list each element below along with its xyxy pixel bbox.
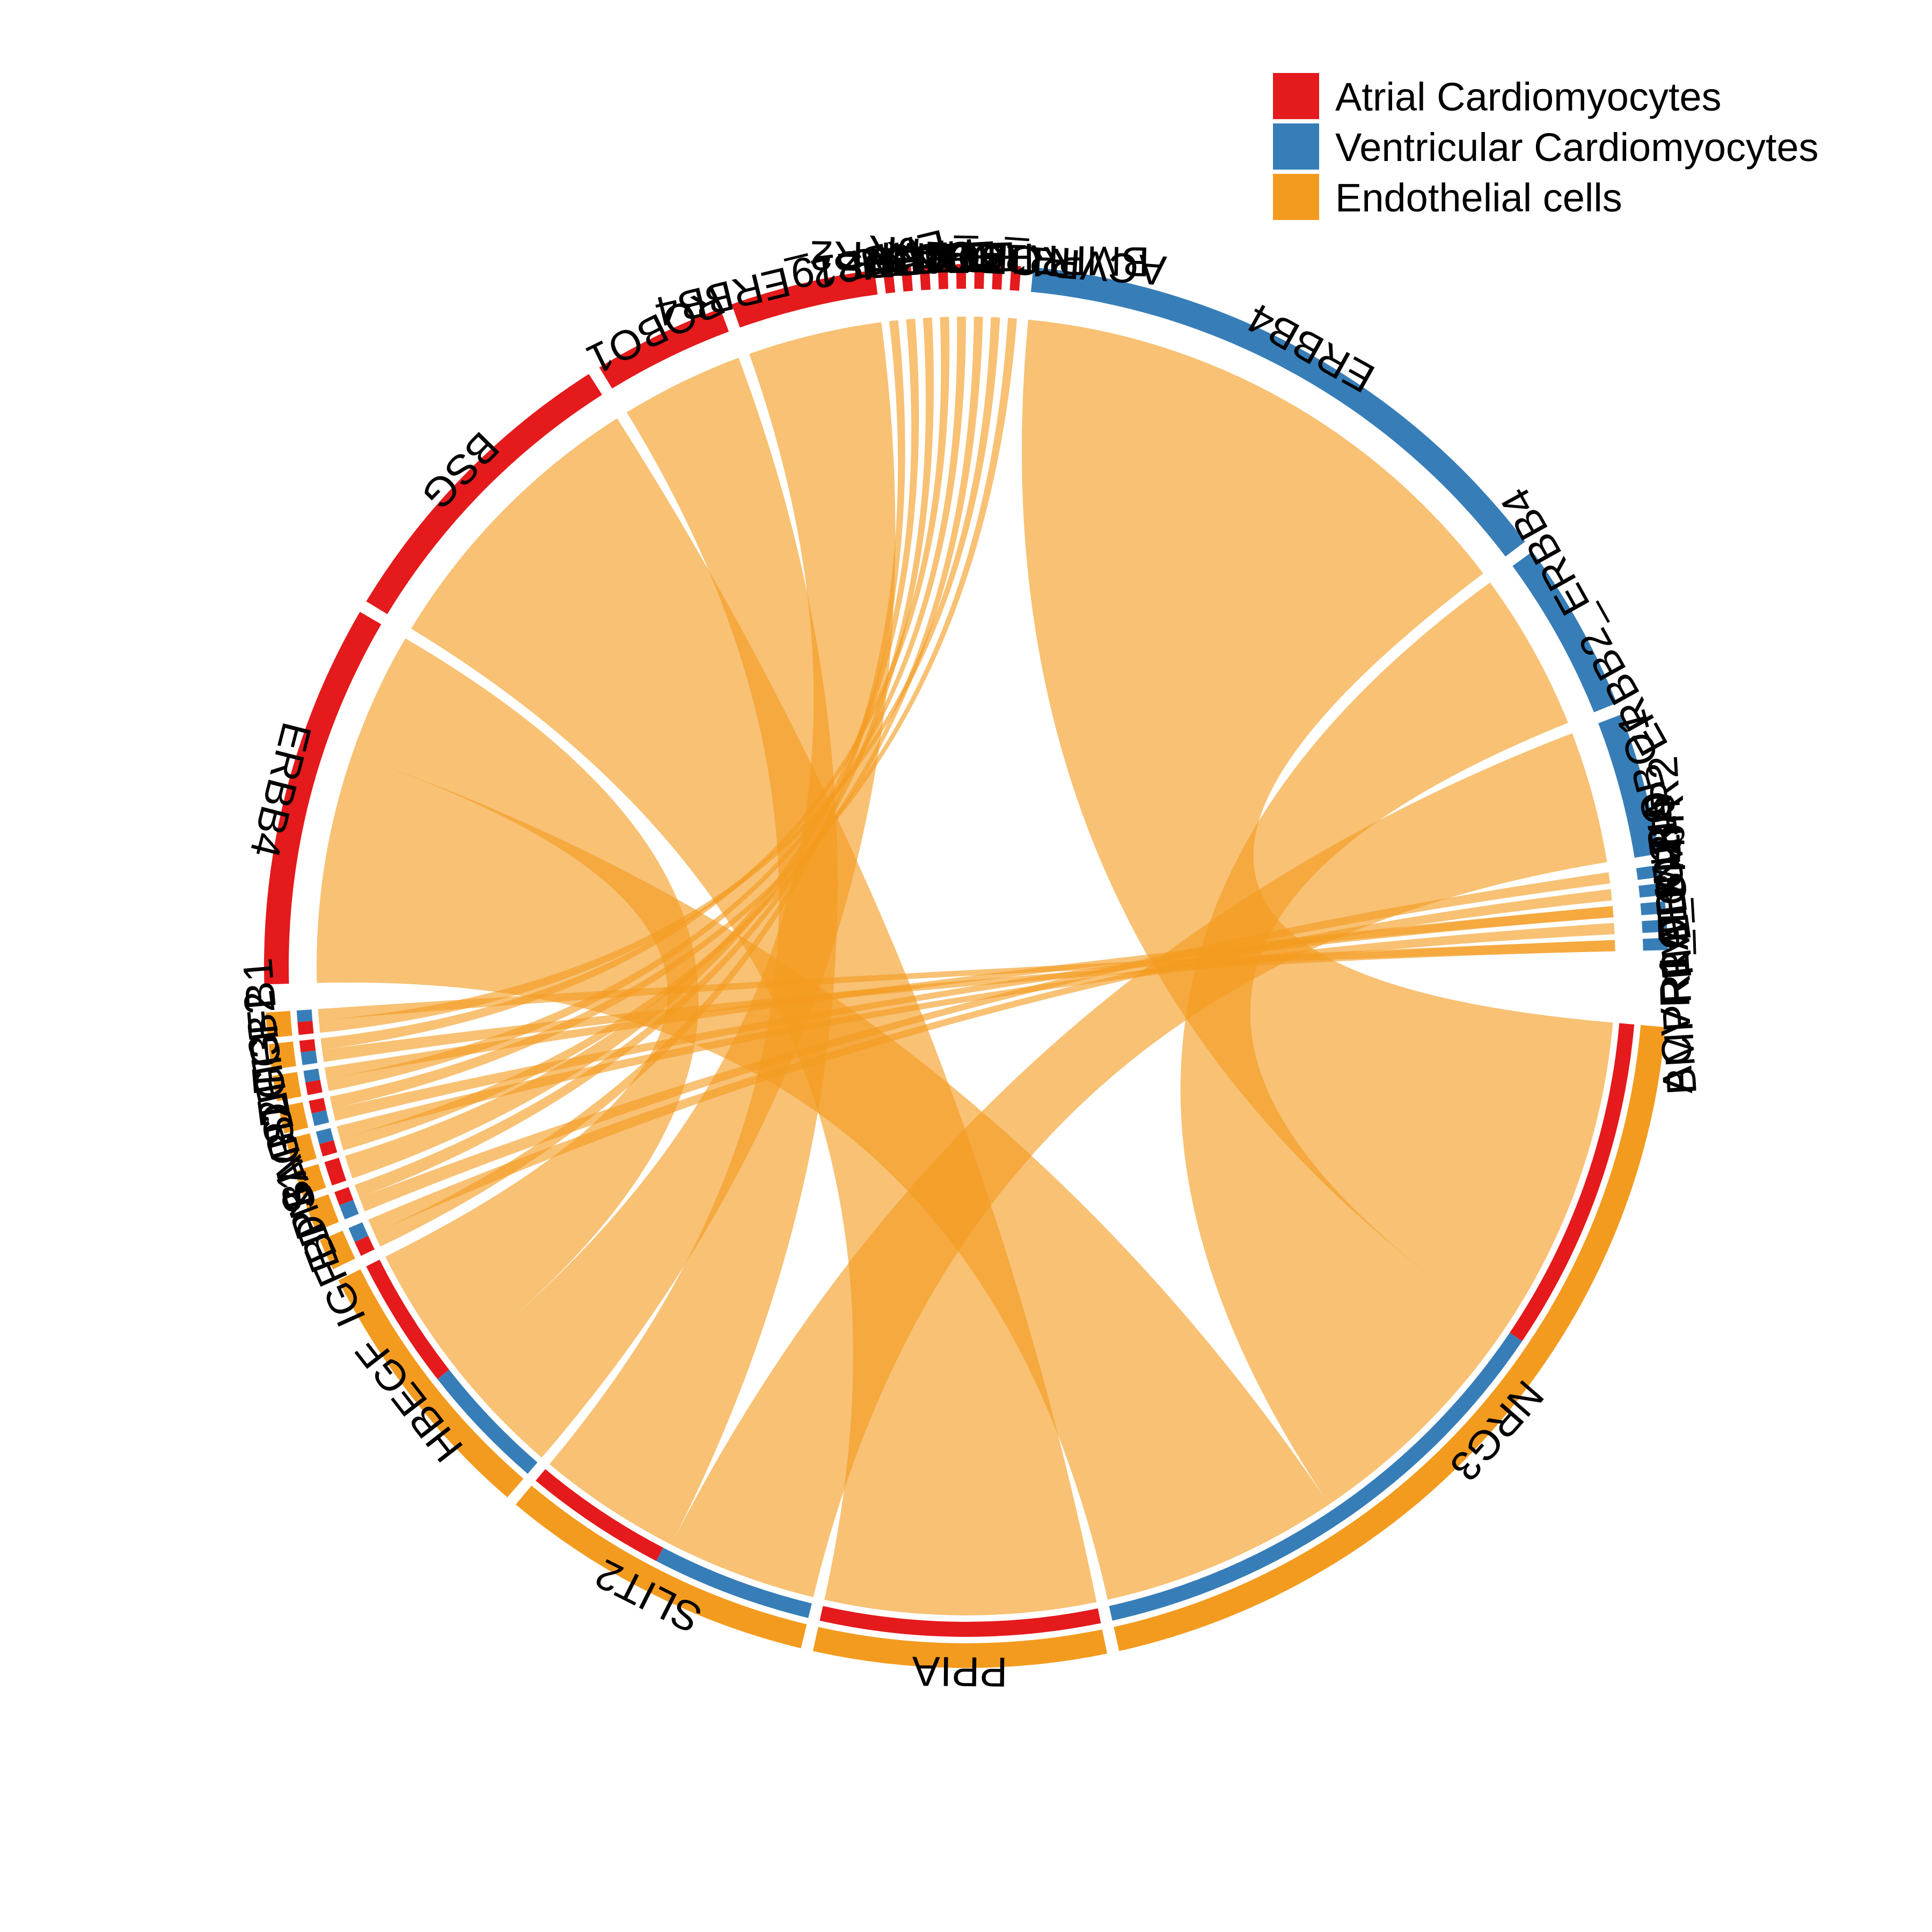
chord-e_slit3-to-v_robo2 bbox=[324, 906, 1614, 1079]
target-track-e_gdf-0 bbox=[309, 1097, 326, 1114]
legend: Atrial Cardiomyocytes Ventricular Cardio… bbox=[1273, 73, 1819, 220]
target-track-e_edn1-1 bbox=[339, 1199, 359, 1220]
sector-a_erbb2_erbb4 bbox=[731, 270, 878, 328]
chord-links bbox=[316, 317, 1615, 1616]
target-track-e_tgfb1-0 bbox=[296, 1009, 313, 1022]
target-track-e_tgfb1-1 bbox=[297, 1021, 314, 1035]
legend-swatch-ventricular bbox=[1273, 123, 1319, 170]
chord-e_ppia-to-a_bsg bbox=[411, 418, 1097, 1616]
chord-e_hbegf-to-a_erbb2_erbb4 bbox=[454, 322, 896, 1458]
chord-e_tgfb1-to-v_acvr1_tgfbr bbox=[318, 940, 1615, 1021]
sector-label-a_ednra: EDNRA bbox=[868, 233, 1016, 285]
sector-v_acvr1_tgfbr bbox=[1642, 938, 1668, 951]
sector-a_ednrb bbox=[919, 265, 931, 290]
sector-v_tmem219 bbox=[1638, 883, 1665, 898]
target-track-e_ppia-0 bbox=[819, 1606, 1101, 1637]
target-track-e_igfbp3-1 bbox=[354, 1235, 375, 1256]
target-track-e_slit2-1 bbox=[656, 1547, 812, 1618]
sector-v_robo2 bbox=[1640, 901, 1666, 916]
sector-label-v_acvr1_tgfbr: ACVR1_TGFbR bbox=[1645, 793, 1702, 1095]
sector-e_tgfb2 bbox=[268, 1041, 296, 1070]
target-track-e_bmp2-1 bbox=[319, 1140, 338, 1157]
sector-a_robo2 bbox=[992, 264, 1003, 290]
chord-e_hbegf-to-a_erbb4 bbox=[352, 638, 699, 1366]
target-track-e_hbegf-0 bbox=[366, 1260, 450, 1379]
chord-e_nrg3-to-a_erbb4 bbox=[316, 755, 1329, 1600]
target-track-e_slit2-0 bbox=[536, 1469, 663, 1561]
sector-v_erbb2_erbb4 bbox=[1512, 551, 1617, 713]
sector-e_slit2 bbox=[515, 1485, 807, 1649]
legend-swatch-atrial bbox=[1273, 73, 1319, 119]
sector-v_erbb4 bbox=[1030, 267, 1525, 557]
sector-a_ptprs bbox=[901, 266, 913, 292]
legend-label-ventricular: Ventricular Cardiomyocytes bbox=[1335, 125, 1819, 170]
sector-e_tgfb1 bbox=[265, 1011, 292, 1038]
legend-swatch-endothelial bbox=[1273, 174, 1319, 220]
sector-v_bmpr1a_bmpr2 bbox=[1642, 919, 1667, 933]
sector-e_hbegf bbox=[338, 1269, 524, 1498]
target-track-e_igfbp3-0 bbox=[348, 1222, 369, 1242]
sector-v_ednra bbox=[1636, 865, 1663, 880]
target-track-e_gdf-1 bbox=[311, 1110, 330, 1126]
sector-e_igfbp3 bbox=[319, 1231, 355, 1270]
target-track-e_hbegf-1 bbox=[437, 1370, 538, 1474]
chord-e_nrg3-to-v_erbb4 bbox=[1021, 319, 1613, 1329]
sector-label-a_robo2: ROBO2 bbox=[924, 232, 1072, 286]
sector-e_psap bbox=[295, 1163, 326, 1196]
target-track-e_tgfb2-0 bbox=[299, 1039, 316, 1052]
sector-label-a_ednrb: EDNRB bbox=[850, 232, 999, 288]
target-track-e_bmp2-0 bbox=[316, 1128, 334, 1144]
sector-label-a_bmpr1a_bmpr2: BMPR1A_BMPR2 bbox=[809, 232, 1150, 286]
sector-a_erbb4 bbox=[264, 612, 382, 985]
sector-a_bmpr1a_bmpr2 bbox=[974, 264, 985, 289]
sector-v_robo1 bbox=[1598, 714, 1659, 858]
target-track-e_tgfb2-1 bbox=[301, 1050, 318, 1065]
chord-e_nrg3-to-v_erbb2_erbb4 bbox=[1180, 582, 1568, 1505]
sector-a_tmem219 bbox=[883, 268, 896, 294]
target-track-e_edn1-0 bbox=[334, 1187, 354, 1205]
sector-e_ppia bbox=[813, 1627, 1108, 1668]
sector-a_robo3 bbox=[956, 264, 966, 289]
sector-tracks bbox=[264, 264, 1668, 1668]
target-track-e_slit3-0 bbox=[303, 1069, 320, 1083]
target-track-e_nrg3-1 bbox=[1510, 1023, 1635, 1341]
legend-label-endothelial: Endothelial cells bbox=[1335, 175, 1622, 220]
sector-label-e_ppia: PPIA bbox=[912, 1648, 1008, 1696]
chord-e_slit2-to-a_robo1 bbox=[549, 357, 838, 1545]
sector-e_gdf bbox=[278, 1102, 309, 1133]
sector-e_bmp2 bbox=[286, 1133, 317, 1166]
chord-e_slit2-to-v_robo1 bbox=[671, 733, 1607, 1598]
sector-a_robo1 bbox=[599, 308, 729, 389]
sector-a_bsg bbox=[366, 374, 602, 614]
sector-label-a_bsg: BSG bbox=[413, 423, 508, 519]
target-track-e_slit3-1 bbox=[305, 1080, 323, 1095]
legend-label-atrial: Atrial Cardiomyocytes bbox=[1335, 75, 1722, 119]
target-track-e_psap-0 bbox=[324, 1158, 347, 1186]
sector-a_ednra bbox=[938, 264, 948, 290]
sector-a_acvr1_tgfbr bbox=[1009, 265, 1021, 291]
sector-e_slit3 bbox=[273, 1072, 302, 1101]
sector-label-a_robo3: ROBO3 bbox=[888, 235, 1035, 283]
sector-e_nrg3 bbox=[1114, 1024, 1666, 1651]
sector-e_edn1 bbox=[305, 1194, 339, 1232]
sector-label-e_tgfb1: TGFB1 bbox=[233, 956, 292, 1095]
